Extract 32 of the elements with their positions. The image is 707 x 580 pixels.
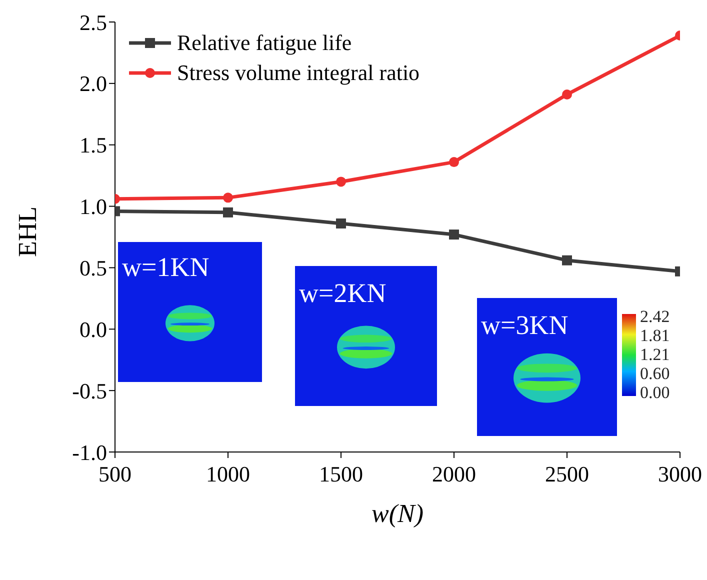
annotation: w=3KN <box>481 310 568 341</box>
x-tick-label: 1500 <box>319 462 363 487</box>
annotation: 2.42 <box>640 307 670 326</box>
x-tick-label: 1000 <box>206 462 250 487</box>
y-tick-label: 1.5 <box>80 132 107 158</box>
x-tick-label: 3000 <box>658 462 702 487</box>
point <box>562 255 572 266</box>
annotation: 1.21 <box>640 345 670 364</box>
annotation: w=1KN <box>122 252 210 283</box>
y-tick-label: 1.0 <box>80 194 107 220</box>
y-tick-label: 2.5 <box>80 10 107 35</box>
point <box>449 230 459 240</box>
point <box>223 207 233 218</box>
x-tick-label: 2500 <box>545 462 589 487</box>
legend-label: Stress volume integral ratio <box>177 59 420 87</box>
point <box>449 157 459 168</box>
point <box>336 218 346 228</box>
x-tick-label: 2000 <box>432 462 476 487</box>
point <box>336 176 346 187</box>
legend-label: Relative fatigue life <box>177 29 352 57</box>
y-tick-label: 0.5 <box>80 256 107 281</box>
annotation: 0.60 <box>640 364 670 383</box>
annotation: 1.81 <box>640 326 670 345</box>
y-axis-title: EHL <box>13 206 42 257</box>
annotation: 0.00 <box>640 383 670 402</box>
y-tick-label: 0.0 <box>80 316 107 342</box>
y-tick-label: 2.0 <box>80 71 107 96</box>
point <box>223 192 233 203</box>
annotation: w=2KN <box>299 278 386 309</box>
x-axis-title: w(N) <box>372 499 424 528</box>
point <box>562 89 572 100</box>
y-tick-label: -0.5 <box>72 378 107 404</box>
